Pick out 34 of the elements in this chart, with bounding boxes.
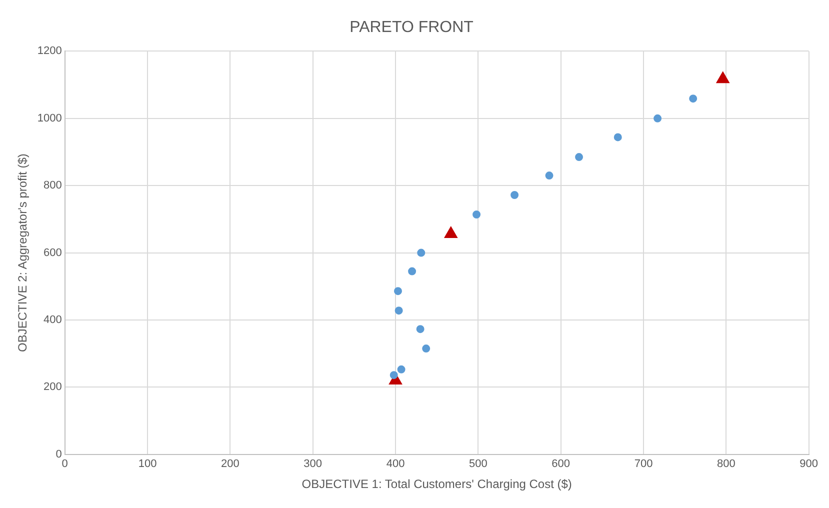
x-tick-label: 600 [552, 458, 570, 470]
point [654, 114, 662, 122]
point [394, 287, 402, 296]
x-axis-title: OBJECTIVE 1: Total Customers' Charging Cost ($) [302, 477, 572, 492]
point [416, 325, 424, 334]
x-tick-label: 100 [138, 458, 157, 470]
x-tick-label: 300 [304, 458, 322, 470]
x-tick-label: 500 [469, 458, 488, 470]
point [689, 94, 698, 103]
point [422, 344, 430, 353]
y-tick-label: 1000 [37, 112, 62, 124]
point [417, 248, 426, 257]
point [575, 153, 584, 162]
y-tick-label: 600 [44, 246, 62, 259]
y-tick-label: 800 [44, 180, 62, 192]
point [394, 306, 403, 315]
y-tick-label: 400 [44, 314, 62, 326]
x-tick-label: 700 [634, 458, 653, 470]
chart-title: PARETO FRONT [350, 19, 474, 36]
point [408, 267, 416, 276]
point [510, 191, 519, 200]
point [614, 133, 622, 142]
y-tick-label: 200 [44, 381, 62, 394]
y-tick-label: 0 [56, 448, 62, 460]
x-tick-label: 400 [386, 458, 405, 470]
point [390, 371, 398, 380]
y-axis-title: OBJECTIVE 2: Aggregator's profit ($) [16, 154, 30, 352]
y-tick-label: 1200 [37, 45, 62, 58]
point [545, 172, 554, 180]
x-tick-label: 200 [221, 458, 240, 470]
x-tick-label: 900 [800, 458, 818, 470]
x-tick-label: 800 [716, 458, 736, 470]
point [397, 365, 406, 374]
point [472, 210, 481, 218]
